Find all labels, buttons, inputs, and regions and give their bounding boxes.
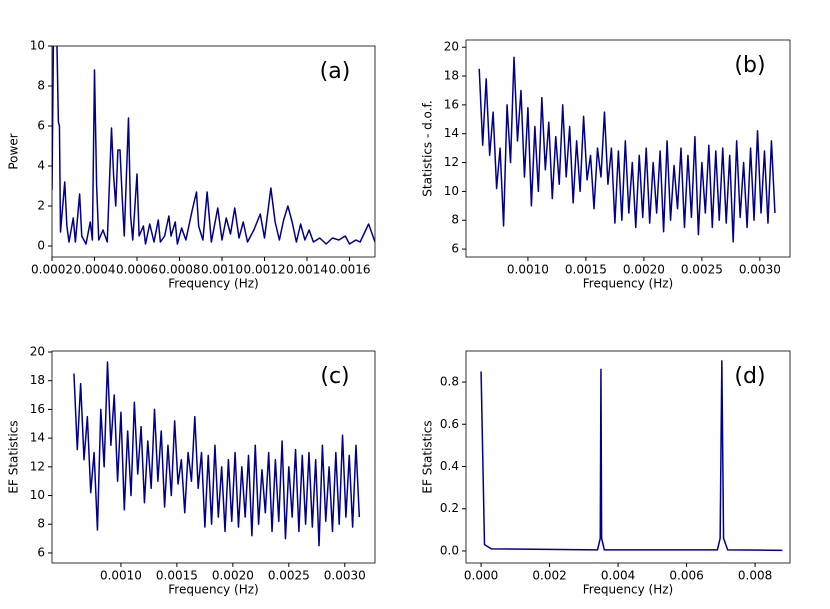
data-line [73, 361, 361, 547]
y-tick-label: 18 [444, 69, 459, 83]
y-tick-label: 4 [37, 159, 45, 173]
x-tick-label: 0.0015 [565, 263, 607, 277]
axes-frame [465, 39, 791, 258]
annotation: (a) [320, 59, 351, 84]
annotation: (d) [734, 364, 765, 389]
x-axis-label: Frequency (Hz) [168, 583, 259, 597]
x-tick-label: 0.004 [601, 569, 635, 583]
subplot: 0.0010 0.0015 0.0020 0.0025 0.0030 6 8 10 12 14 16… [421, 39, 791, 291]
data-line [480, 360, 783, 552]
y-axis-label: Power [7, 133, 21, 169]
y-tick-label: 16 [444, 97, 459, 111]
x-tick-label: 0.0030 [739, 263, 781, 277]
y-tick-label: 8 [37, 517, 45, 531]
y-axis-label: EF Statistics [7, 420, 21, 493]
x-tick-label: 0.008 [738, 569, 772, 583]
annotation: (c) [320, 364, 349, 389]
y-tick-label: 14 [30, 431, 45, 445]
y-tick-label: 0.0 [440, 543, 459, 557]
x-tick-label: 0.0006 [116, 263, 158, 277]
x-axis-label: Frequency (Hz) [583, 583, 674, 597]
annotation: (b) [734, 53, 765, 78]
y-axis-label: Statistics - d.o.f. [421, 100, 435, 196]
y-tick-label: 20 [444, 40, 459, 54]
y-tick-label: 10 [444, 184, 459, 198]
x-tick-label: 0.0015 [156, 569, 198, 583]
y-tick-label: 0.6 [440, 417, 459, 431]
x-tick-label: 0.0012 [244, 263, 286, 277]
x-axis-label: Frequency (Hz) [168, 277, 259, 291]
subplot: 0.0010 0.0015 0.0020 0.0025 0.0030 6 8 10 12 14 16… [7, 345, 376, 597]
x-tick-label: 0.0020 [212, 569, 254, 583]
x-tick-label: 0.0016 [329, 263, 371, 277]
y-tick-label: 12 [30, 459, 45, 473]
data-line [52, 46, 375, 245]
axes-frame [51, 350, 376, 564]
subplot: 0.0002 0.0004 0.0006 0.0008 0.0010 0.0012 0.00… [7, 39, 376, 291]
x-axis-label: Frequency (Hz) [583, 277, 674, 291]
x-tick-label: 0.0002 [31, 263, 73, 277]
y-tick-label: 2 [37, 199, 45, 213]
x-tick-label: 0.0010 [100, 569, 142, 583]
y-tick-label: 20 [30, 345, 45, 359]
y-axis-label: EF Statistics [421, 420, 435, 493]
x-tick-label: 0.0020 [623, 263, 665, 277]
data-line [478, 56, 776, 243]
y-tick-label: 6 [37, 545, 45, 559]
x-tick-label: 0.002 [532, 569, 566, 583]
y-tick-label: 8 [451, 213, 459, 227]
x-tick-label: 0.0030 [324, 569, 366, 583]
y-tick-label: 10 [30, 488, 45, 502]
y-tick-label: 18 [30, 373, 45, 387]
y-tick-label: 0 [37, 239, 45, 253]
subplot: 0.000 0.002 0.004 0.006 0.008 0.0 0.2 0.4 0.6 0.8… [421, 350, 791, 597]
y-tick-label: 0.4 [440, 459, 459, 473]
x-tick-label: 0.0025 [681, 263, 723, 277]
y-tick-label: 0.8 [440, 375, 459, 389]
axes-frame [51, 45, 376, 258]
axes-frame [465, 350, 791, 564]
y-tick-label: 10 [30, 39, 45, 53]
x-tick-label: 0.0010 [507, 263, 549, 277]
x-tick-label: 0.0025 [268, 569, 310, 583]
y-tick-label: 12 [444, 155, 459, 169]
x-tick-label: 0.006 [669, 569, 703, 583]
y-tick-label: 6 [451, 242, 459, 256]
y-tick-label: 0.2 [440, 501, 459, 515]
x-tick-label: 0.0014 [286, 263, 328, 277]
x-tick-label: 0.0008 [159, 263, 201, 277]
x-tick-label: 0.000 [464, 569, 498, 583]
y-tick-label: 14 [444, 126, 459, 140]
y-tick-label: 16 [30, 402, 45, 416]
y-tick-label: 8 [37, 79, 45, 93]
x-tick-label: 0.0004 [74, 263, 116, 277]
y-tick-label: 6 [37, 119, 45, 133]
x-tick-label: 0.0010 [201, 263, 243, 277]
